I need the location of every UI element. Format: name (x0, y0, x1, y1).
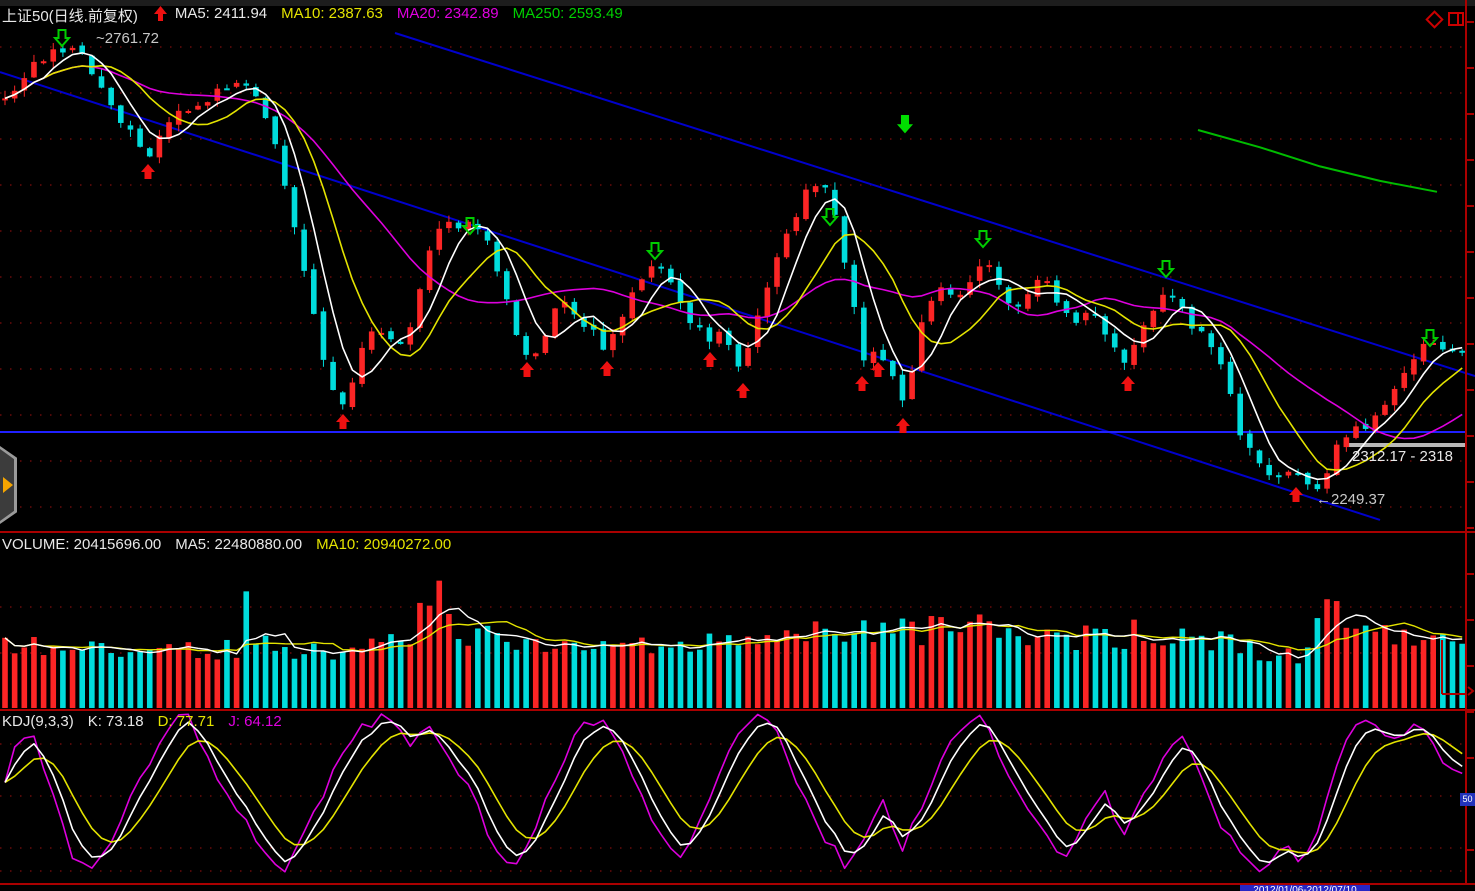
kdj-indicator-label: KDJ(9,3,3) (2, 713, 74, 730)
window-top-strip (0, 0, 1475, 6)
expand-panel-tab[interactable] (0, 446, 17, 524)
volume-readout: VOLUME: 20415696.00 (2, 536, 162, 553)
volume-header: VOLUME: 20415696.00 MA5: 22480880.00 MA1… (2, 536, 451, 553)
ma20-readout: MA20: 2342.89 (396, 5, 499, 22)
volume-ma10-readout: MA10: 20940272.00 (316, 536, 452, 553)
kdj-axis-value-badge: 50 (1460, 793, 1475, 806)
kdj-d-readout: D: 77.71 (157, 713, 215, 730)
ma250-readout: MA250: 2593.49 (512, 5, 623, 22)
ma10-readout: MA10: 2387.63 (281, 5, 383, 22)
expand-arrow-icon (3, 477, 13, 493)
split-window-icon-divider (1457, 14, 1459, 24)
symbol-title: 上证50(日线.前复权) (2, 8, 138, 25)
main-chart-header: 上证50(日线.前复权) MA5: 2411.94 MA10: 2387.63 … (2, 5, 623, 26)
selected-date-range-label: 2012/01/06-2012/07/10 (1240, 885, 1370, 891)
kdj-j-readout: J: 64.12 (228, 713, 282, 730)
up-arrow-icon (153, 6, 167, 26)
low-price-label: ←2249.37 (1316, 491, 1386, 508)
volume-ma5-readout: MA5: 22480880.00 (175, 536, 303, 553)
peak-price-label: ~2761.72 (96, 30, 159, 47)
kdj-k-readout: K: 73.18 (87, 713, 144, 730)
time-axis[interactable]: 2012/01/06-2012/07/10 (0, 885, 1475, 891)
kdj-header: KDJ(9,3,3) K: 73.18 D: 77.71 J: 64.12 (2, 713, 282, 730)
price-range-label: 2312.17 - 2318 (1352, 448, 1453, 465)
split-window-icon[interactable] (1448, 12, 1464, 26)
ma5-readout: MA5: 2411.94 (174, 5, 268, 22)
